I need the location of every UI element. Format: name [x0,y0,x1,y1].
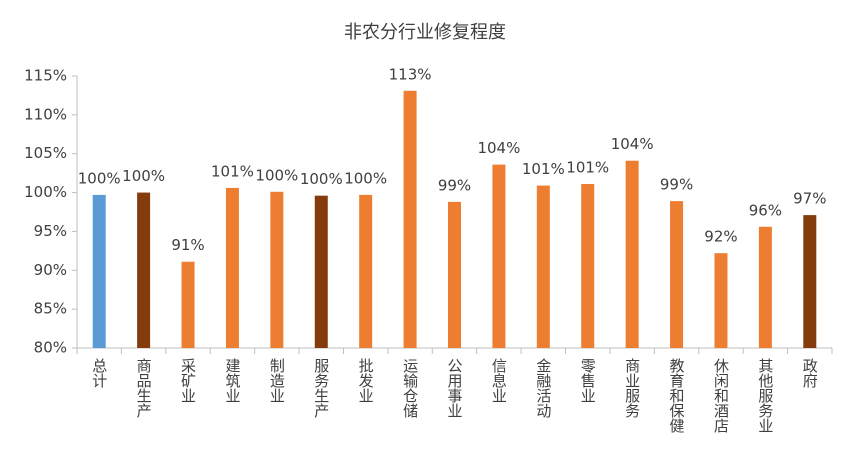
bar [359,194,373,348]
x-tick-label: 公用事业 [446,358,464,418]
bar [448,201,461,348]
bar [581,184,595,348]
bar [270,191,284,348]
x-tick-label: 采矿业 [179,358,197,403]
data-label: 100% [255,166,298,184]
x-tick-label: 商业服务 [623,358,641,419]
y-tick-label: 90% [34,261,67,279]
y-tick-label: 95% [34,222,67,240]
y-tick-label: 80% [34,339,67,357]
data-label: 100% [344,169,387,187]
y-tick-label: 85% [34,300,67,318]
y-tick-label: 100% [24,183,67,201]
y-tick-label: 110% [24,105,67,123]
x-tick-label: 运输仓储 [401,358,419,418]
x-tick-label: 服务生产 [312,358,330,418]
data-label: 101% [522,160,565,178]
bar [137,192,151,348]
bar [181,261,195,348]
data-label: 97% [793,190,826,208]
bar [625,160,639,348]
data-label: 101% [211,162,254,180]
data-label: 100% [78,169,121,187]
chart-title: 非农分行业修复程度 [344,22,506,43]
data-label: 96% [749,201,782,219]
x-tick-label: 休闲和酒店 [712,358,730,433]
x-tick-label: 金融活动 [534,358,552,419]
bar [225,187,239,348]
bar [803,215,817,348]
bar [536,185,550,348]
bar [670,201,684,348]
x-tick-label: 政府 [801,358,819,389]
bar [403,90,417,348]
x-tick-label: 商品生产 [135,358,153,418]
bar [314,195,328,348]
data-label: 104% [477,139,520,157]
bar [92,194,106,348]
data-label: 99% [660,176,693,194]
x-tick-label: 总计 [90,358,108,388]
data-label: 100% [300,170,343,188]
x-tick-label: 零售业 [579,358,597,403]
data-label: 91% [171,236,204,254]
x-tick-label: 信息业 [490,358,508,403]
data-label: 101% [566,159,609,177]
y-tick-label: 105% [24,144,67,162]
data-label: 99% [438,176,471,194]
bar [492,164,506,348]
y-tick-label: 115% [24,67,67,85]
x-tick-label: 其他服务业 [756,358,774,433]
data-label: 104% [611,135,654,153]
data-label: 100% [122,167,165,185]
bar [758,226,772,348]
x-tick-label: 批发业 [357,358,375,403]
x-tick-label: 教育和保健 [668,358,686,434]
data-label: 92% [704,228,737,246]
bar [714,253,728,348]
x-tick-label: 建筑业 [223,358,241,403]
x-tick-label: 制造业 [268,358,286,403]
data-label: 113% [389,65,432,83]
